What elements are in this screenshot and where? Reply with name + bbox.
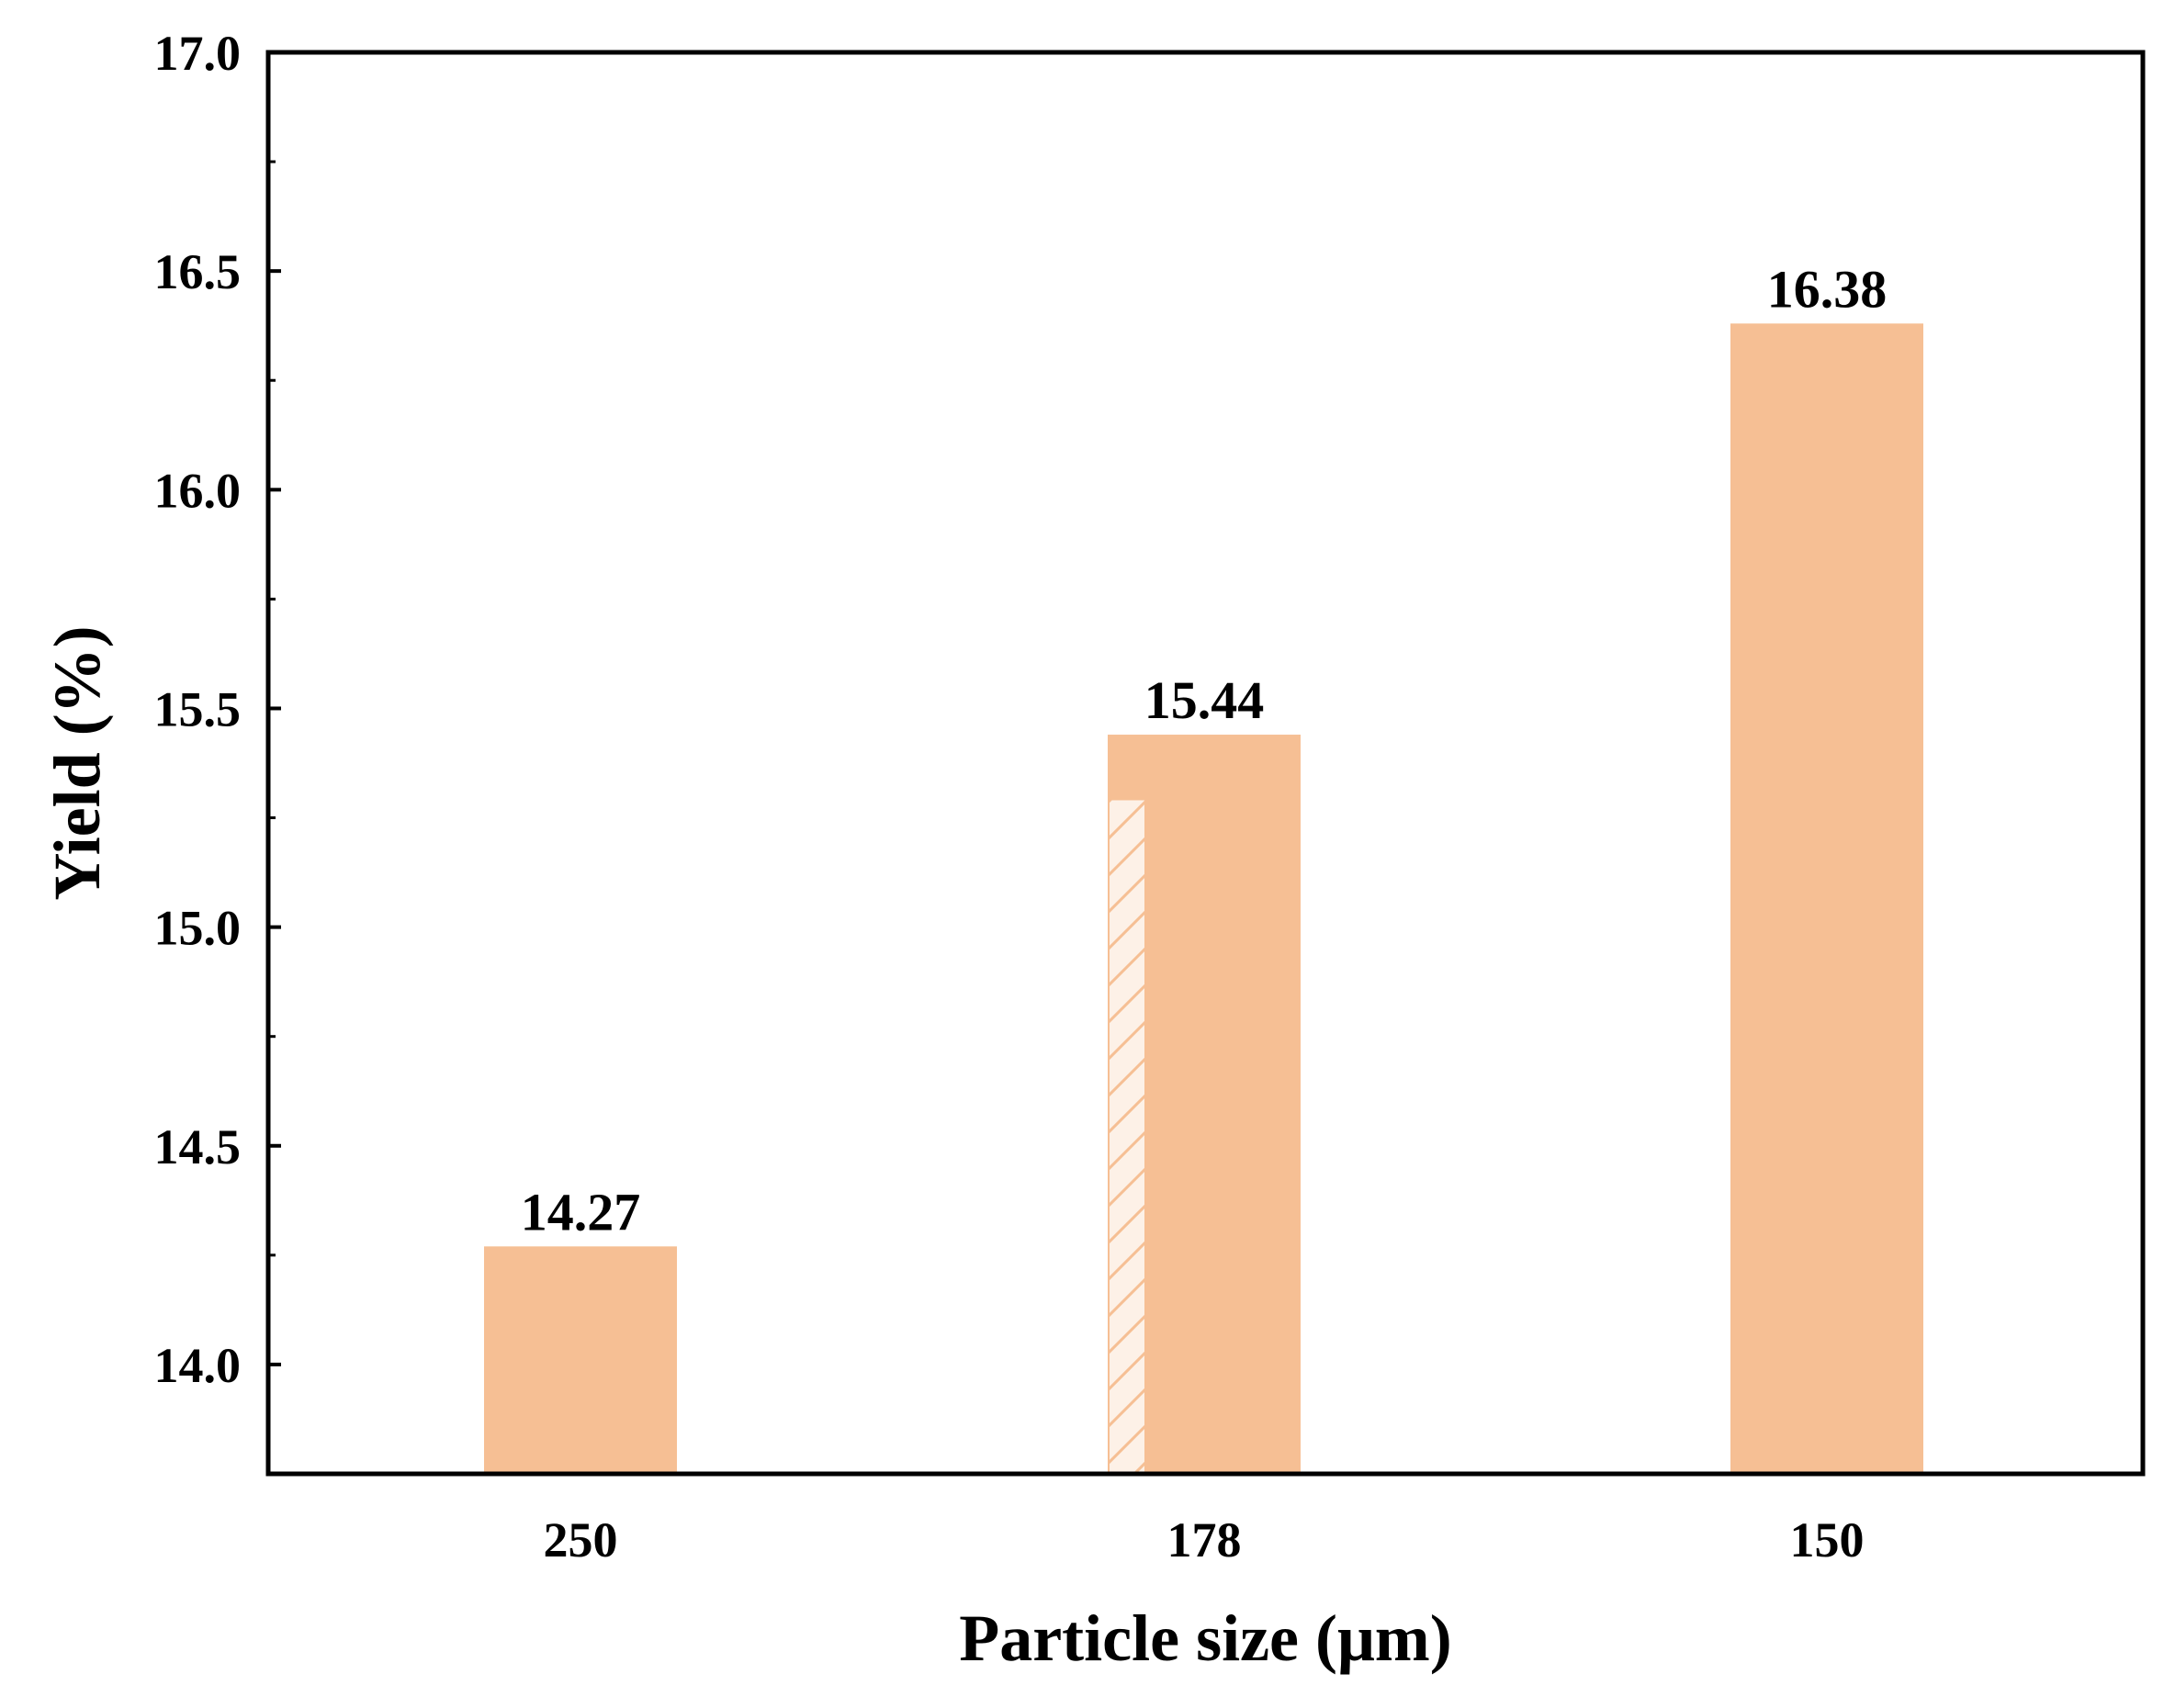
data-label-178: 15.44 bbox=[1144, 670, 1265, 730]
x-axis-title: Particle size (μm) bbox=[959, 1601, 1452, 1675]
y-tick-label-16.0: 16.0 bbox=[154, 463, 242, 518]
data-label-150: 16.38 bbox=[1767, 259, 1888, 319]
data-labels-layer: 14.27 15.44 16.38 bbox=[521, 259, 1888, 1242]
x-axis: 250 178 150 bbox=[544, 1512, 1865, 1568]
y-axis: 14.0 14.5 15.0 15.5 16.0 16.5 17.0 bbox=[154, 26, 281, 1393]
y-tick-label-14.0: 14.0 bbox=[154, 1338, 242, 1393]
data-label-250: 14.27 bbox=[521, 1182, 641, 1242]
bar-150 bbox=[1730, 323, 1923, 1474]
bar-178-hatch-overlay bbox=[1110, 800, 1144, 1474]
bar-250 bbox=[484, 1246, 677, 1474]
x-tick-label-150: 150 bbox=[1790, 1512, 1865, 1568]
hatch-decoration-layer bbox=[1110, 800, 1144, 1474]
y-axis-title: Yield (%) bbox=[40, 625, 114, 900]
y-tick-label-15.0: 15.0 bbox=[154, 901, 242, 956]
bars-layer bbox=[484, 323, 1923, 1474]
y-tick-label-14.5: 14.5 bbox=[154, 1119, 242, 1174]
y-tick-label-17.0: 17.0 bbox=[154, 26, 242, 81]
x-tick-label-250: 250 bbox=[544, 1512, 618, 1568]
y-tick-label-15.5: 15.5 bbox=[154, 681, 242, 736]
x-tick-label-178: 178 bbox=[1167, 1512, 1242, 1568]
plot-frame bbox=[265, 50, 2146, 1477]
y-tick-label-16.5: 16.5 bbox=[154, 244, 242, 299]
